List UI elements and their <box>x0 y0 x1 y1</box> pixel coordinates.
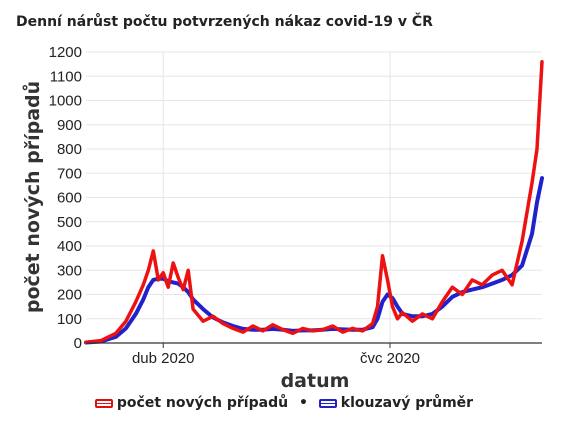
y-tick-label-200: 200 <box>57 287 82 304</box>
y-tick-label-800: 800 <box>57 141 82 158</box>
y-tick-label-600: 600 <box>57 190 82 207</box>
x-axis-title: datum <box>281 370 350 392</box>
y-tick-label-400: 400 <box>57 238 82 255</box>
y-tick-label-100: 100 <box>57 311 82 328</box>
y-tick-label-1000: 1000 <box>49 93 82 110</box>
series-line-new-cases <box>84 59 544 345</box>
chart-plot: 0 100 200 300 400 500 600 700 800 900 1000 1100 1200… <box>21 44 544 392</box>
legend-item-new-cases[interactable]: počet nových případů <box>94 395 293 411</box>
x-tick-label-2020-07-01: čvc 2020 <box>360 350 420 367</box>
legend-label-moving-average: klouzavý průměr <box>340 395 474 411</box>
gridlines <box>86 51 542 343</box>
axes <box>86 342 542 348</box>
y-tick-label-500: 500 <box>57 214 82 231</box>
legend-item-moving-average[interactable]: klouzavý průměr <box>314 395 473 411</box>
y-tick-label-1100: 1100 <box>50 68 82 85</box>
tick-labels: 0 100 200 300 400 500 600 700 800 900 1000 1100 1200… <box>49 44 420 367</box>
series-lines <box>84 59 544 345</box>
y-tick-label-1200: 1200 <box>49 44 82 61</box>
x-tick-label-2020-04-01: dub 2020 <box>132 350 195 367</box>
legend-label-new-cases: počet nových případů <box>116 395 289 411</box>
legend-swatch-blue <box>318 398 337 408</box>
legend: počet nových případů • klouzavý průměr <box>0 395 568 411</box>
y-axis-title: počet nových případů <box>21 81 44 313</box>
legend-swatch-red <box>94 398 113 408</box>
y-tick-label-300: 300 <box>57 262 82 279</box>
y-tick-label-900: 900 <box>57 117 82 134</box>
chart-title: Denní nárůst počtu potvrzených nákaz cov… <box>16 14 433 30</box>
y-tick-label-0: 0 <box>74 335 82 352</box>
legend-separator: • <box>298 395 308 411</box>
y-tick-label-700: 700 <box>57 165 82 182</box>
